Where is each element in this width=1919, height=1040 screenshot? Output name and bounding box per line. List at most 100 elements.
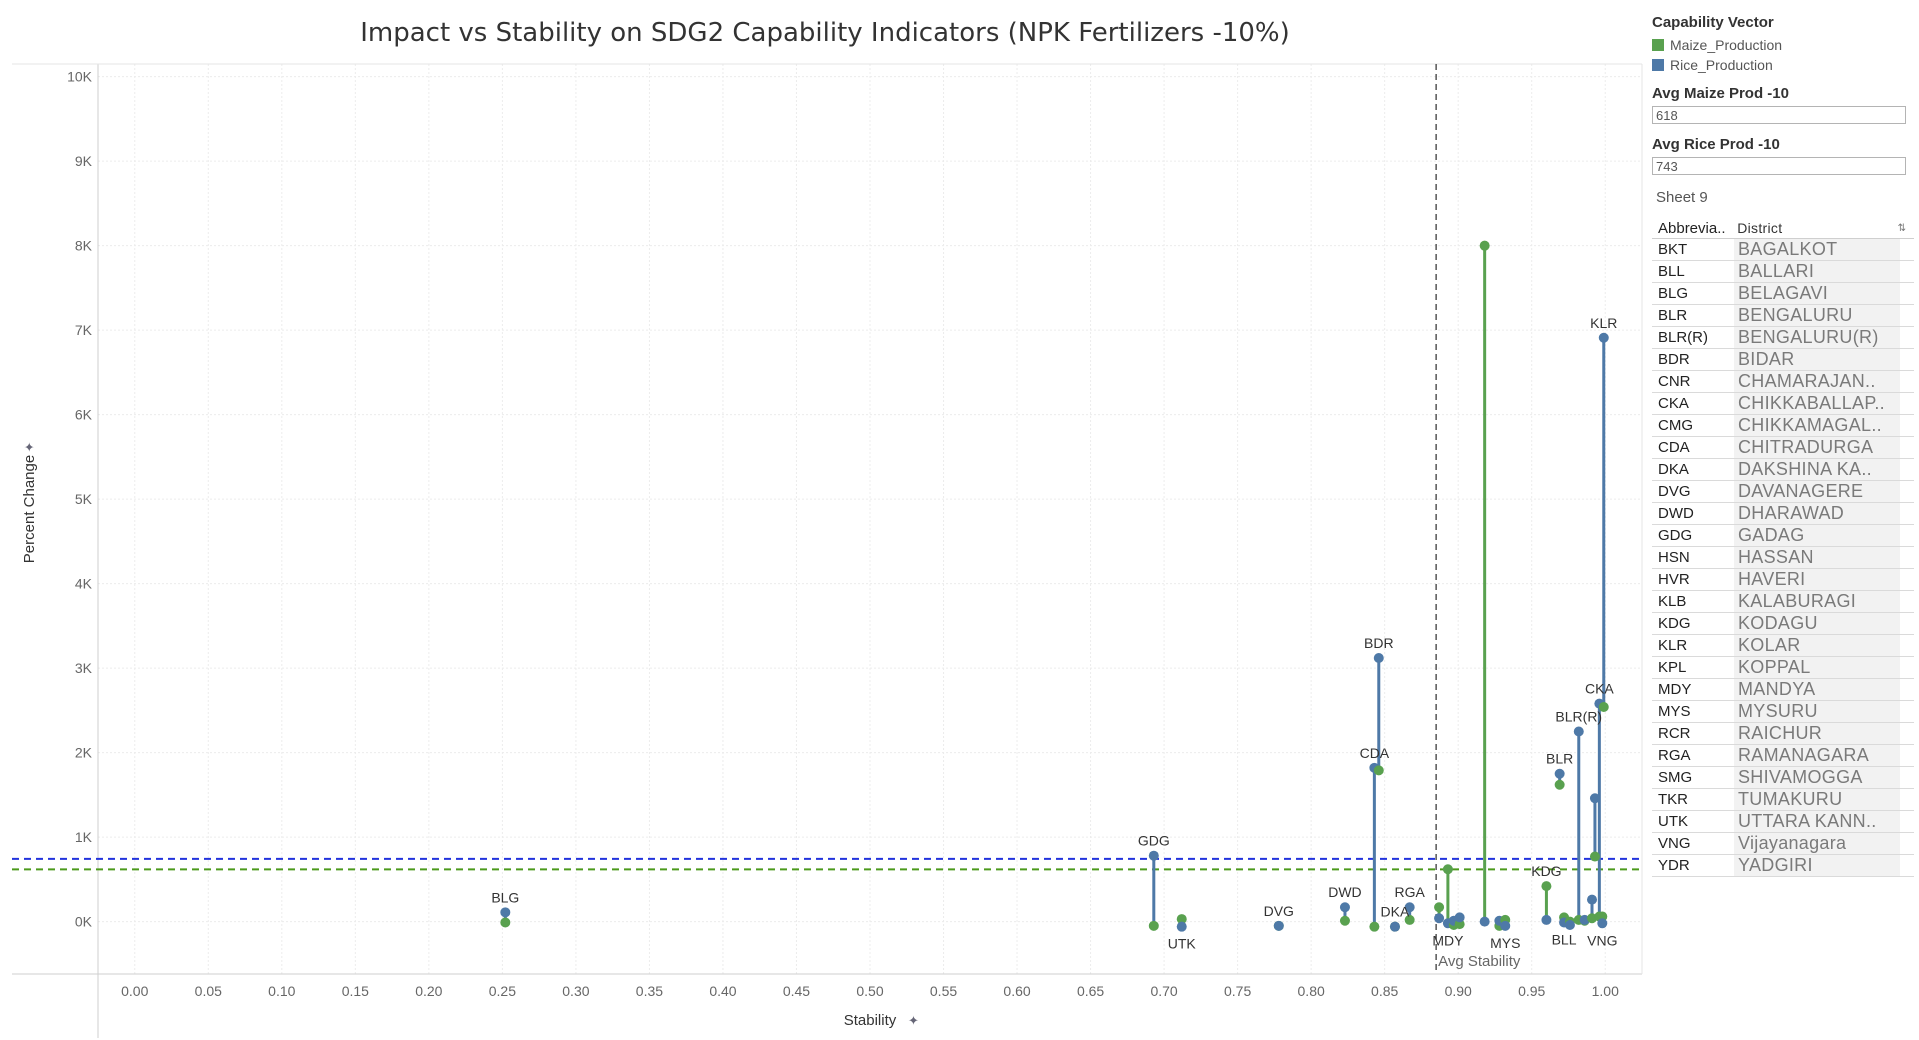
cell-abbreviation: KLB xyxy=(1658,593,1687,610)
table-row[interactable]: DWD DHARAWAD xyxy=(1652,503,1914,525)
table-row[interactable]: MYS MYSURU xyxy=(1652,701,1914,723)
rice-point[interactable] xyxy=(1541,914,1552,925)
cell-district: DAKSHINA KA.. xyxy=(1734,459,1900,480)
cell-district: Vijayanagara xyxy=(1734,833,1900,854)
rice-point[interactable] xyxy=(1404,902,1415,913)
y-tick-label: 5K xyxy=(75,491,93,507)
maize-point[interactable] xyxy=(1589,851,1600,862)
table-row[interactable]: HVR HAVERI xyxy=(1652,569,1914,591)
maize-point[interactable] xyxy=(500,917,511,928)
y-tick-label: 10K xyxy=(67,69,93,85)
rice-point[interactable] xyxy=(1434,913,1445,924)
maize-point[interactable] xyxy=(1434,902,1445,913)
table-row[interactable]: HSN HASSAN xyxy=(1652,547,1914,569)
rice-point[interactable] xyxy=(1554,768,1565,779)
point-label: BLL xyxy=(1552,931,1577,947)
x-tick-label: 0.00 xyxy=(121,983,148,999)
rice-point[interactable] xyxy=(1597,918,1608,929)
maize-point[interactable] xyxy=(1369,921,1380,932)
cell-abbreviation: CMG xyxy=(1658,417,1693,434)
table-body: BKT BAGALKOT BLL BALLARI BLG BELAGAVI BLR BENGA… xyxy=(1652,239,1914,877)
maize-point[interactable] xyxy=(1404,914,1415,925)
cell-district: CHITRADURGA xyxy=(1734,437,1900,458)
rice-point[interactable] xyxy=(1176,921,1187,932)
table-row[interactable]: YDR YADGIRI xyxy=(1652,855,1914,877)
rice-point[interactable] xyxy=(1339,902,1350,913)
header-abbreviation[interactable]: Abbrevia.. xyxy=(1658,219,1726,237)
maize-point[interactable] xyxy=(1479,240,1490,251)
table-row[interactable]: RCR RAICHUR xyxy=(1652,723,1914,745)
table-row[interactable]: DKA DAKSHINA KA.. xyxy=(1652,459,1914,481)
table-row[interactable]: SMG SHIVAMOGGA xyxy=(1652,767,1914,789)
point-label: CDA xyxy=(1360,745,1390,761)
x-axis-title: Stability xyxy=(844,1012,897,1029)
table-row[interactable]: KPL KOPPAL xyxy=(1652,657,1914,679)
maize-point[interactable] xyxy=(1148,920,1159,931)
x-tick-label: 0.60 xyxy=(1003,983,1030,999)
table-row[interactable]: VNG Vijayanagara xyxy=(1652,833,1914,855)
cell-district: MYSURU xyxy=(1734,701,1900,722)
table-row[interactable]: CDA CHITRADURGA xyxy=(1652,437,1914,459)
table-row[interactable]: BLR BENGALURU xyxy=(1652,305,1914,327)
param-rice-input[interactable]: 743 xyxy=(1652,157,1906,175)
rice-point[interactable] xyxy=(1389,921,1400,932)
legend-label-maize: Maize_Production xyxy=(1670,37,1783,53)
maize-point[interactable] xyxy=(1176,914,1187,925)
legend-item-rice[interactable]: Rice_Production xyxy=(1652,55,1914,75)
scatter-chart[interactable]: 0.00 0.05 0.10 0.15 0.20 0.25 0.30 0.35 0.40 0.45… xyxy=(0,0,1650,1040)
table-row[interactable]: GDG GADAG xyxy=(1652,525,1914,547)
rice-point[interactable] xyxy=(1454,912,1465,923)
rice-point[interactable] xyxy=(1598,332,1609,343)
y-axis-title: Percent Change xyxy=(21,455,38,563)
table-row[interactable]: BLL BALLARI xyxy=(1652,261,1914,283)
legend-item-maize[interactable]: Maize_Production xyxy=(1652,35,1914,55)
table-row[interactable]: CMG CHIKKAMAGAL.. xyxy=(1652,415,1914,437)
x-tick-label: 0.90 xyxy=(1445,983,1472,999)
table-row[interactable]: BDR BIDAR xyxy=(1652,349,1914,371)
table-row[interactable]: KLB KALABURAGI xyxy=(1652,591,1914,613)
table-row[interactable]: KDG KODAGU xyxy=(1652,613,1914,635)
sort-icon[interactable]: ⇅ xyxy=(1897,222,1906,234)
x-tick-label: 0.30 xyxy=(562,983,589,999)
rice-point[interactable] xyxy=(1148,850,1159,861)
point-label: MYS xyxy=(1490,935,1520,951)
header-district[interactable]: District xyxy=(1737,220,1783,236)
table-row[interactable]: TKR TUMAKURU xyxy=(1652,789,1914,811)
rice-point[interactable] xyxy=(1564,919,1575,930)
cell-abbreviation: CDA xyxy=(1658,439,1690,456)
maize-point[interactable] xyxy=(1339,915,1350,926)
point-label: DWD xyxy=(1328,884,1361,900)
table-row[interactable]: BKT BAGALKOT xyxy=(1652,239,1914,261)
rice-point[interactable] xyxy=(1587,894,1598,905)
param-maize-title: Avg Maize Prod -10 xyxy=(1652,85,1789,102)
rice-point[interactable] xyxy=(1273,920,1284,931)
cell-district: YADGIRI xyxy=(1734,855,1900,876)
maize-point[interactable] xyxy=(1598,701,1609,712)
table-row[interactable]: MDY MANDYA xyxy=(1652,679,1914,701)
maize-point[interactable] xyxy=(1373,765,1384,776)
table-row[interactable]: RGA RAMANAGARA xyxy=(1652,745,1914,767)
cell-district: GADAG xyxy=(1734,525,1900,546)
table-row[interactable]: UTK UTTARA KANN.. xyxy=(1652,811,1914,833)
maize-point[interactable] xyxy=(1554,779,1565,790)
table-row[interactable]: BLG BELAGAVI xyxy=(1652,283,1914,305)
table-row[interactable]: BLR(R) BENGALURU(R) xyxy=(1652,327,1914,349)
param-maize-input[interactable]: 618 xyxy=(1652,106,1906,124)
table-row[interactable]: KLR KOLAR xyxy=(1652,635,1914,657)
maize-point[interactable] xyxy=(1541,881,1552,892)
rice-point[interactable] xyxy=(1373,652,1384,663)
rice-point[interactable] xyxy=(1500,920,1511,931)
rice-point[interactable] xyxy=(1479,916,1490,927)
rice-point[interactable] xyxy=(500,907,511,918)
rice-point[interactable] xyxy=(1589,793,1600,804)
table-row[interactable]: DVG DAVANAGERE xyxy=(1652,481,1914,503)
maize-point[interactable] xyxy=(1442,864,1453,875)
point-label: UTK xyxy=(1168,936,1197,952)
table-row[interactable]: CKA CHIKKABALLAP.. xyxy=(1652,393,1914,415)
cell-abbreviation: CNR xyxy=(1658,373,1691,390)
table-row[interactable]: CNR CHAMARAJAN.. xyxy=(1652,371,1914,393)
cell-district: DAVANAGERE xyxy=(1734,481,1900,502)
y-tick-label: 4K xyxy=(75,576,93,592)
rice-point[interactable] xyxy=(1573,726,1584,737)
cell-abbreviation: GDG xyxy=(1658,527,1693,544)
